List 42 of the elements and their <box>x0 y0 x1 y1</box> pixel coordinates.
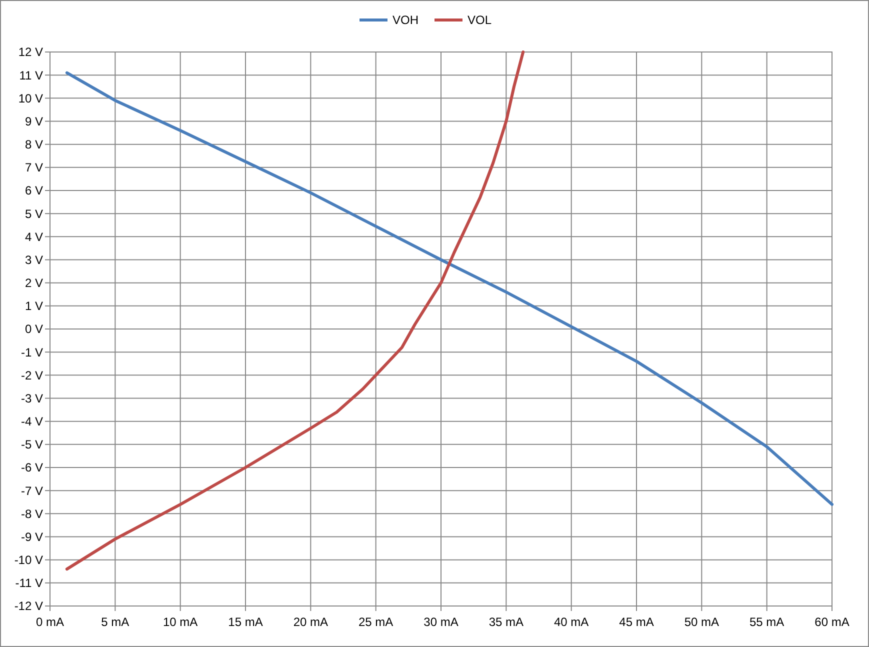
x-tick-label: 40 mA <box>554 615 589 629</box>
x-tick-label: 50 mA <box>684 615 720 629</box>
y-tick-label: -3 V <box>20 391 43 406</box>
y-tick-label: -6 V <box>20 460 43 475</box>
y-tick-label: 11 V <box>19 68 43 82</box>
y-tick-label: -1 V <box>20 345 43 360</box>
y-tick-label: -12 V <box>14 599 43 614</box>
y-tick-label: 2 V <box>24 276 43 290</box>
x-tick-label: 0 mA <box>36 615 64 629</box>
y-tick-label: 9 V <box>24 114 43 128</box>
y-tick-label: -4 V <box>20 414 43 429</box>
y-tick-label: -10 V <box>14 553 43 568</box>
y-tick-label: 5 V <box>24 206 43 221</box>
y-tick-label: -8 V <box>20 506 43 521</box>
y-tick-label: -7 V <box>20 484 43 498</box>
y-tick-label: -9 V <box>20 530 43 544</box>
x-tick-label: 35 mA <box>488 615 524 629</box>
y-tick-label: 4 V <box>24 230 43 244</box>
y-tick-label: 12 V <box>18 45 43 60</box>
line-series <box>65 50 525 571</box>
y-tick-label: -2 V <box>20 368 43 382</box>
line-series <box>65 71 834 506</box>
x-tick-label: 5 mA <box>101 615 130 629</box>
x-tick-label: 20 mA <box>293 615 328 629</box>
x-tick-label: 45 mA <box>619 615 654 629</box>
x-tick-label: 10 mA <box>162 615 198 629</box>
legend-label: VOH <box>392 13 419 28</box>
y-tick-label: 1 V <box>24 299 43 314</box>
y-tick-label: 7 V <box>24 160 43 175</box>
x-tick-label: 25 mA <box>358 615 394 629</box>
y-tick-label: 6 V <box>24 184 43 198</box>
y-tick-label: 0 V <box>24 322 43 336</box>
x-tick-label: 30 mA <box>424 615 458 629</box>
y-tick-label: 10 V <box>18 91 43 106</box>
y-tick-label: 8 V <box>24 138 43 152</box>
legend-label: VOL <box>468 13 492 28</box>
y-tick-label: -5 V <box>20 438 43 452</box>
y-tick-label: 3 V <box>24 252 43 267</box>
x-tick-label: 60 mA <box>814 615 850 629</box>
x-tick-label: 55 mA <box>749 615 784 629</box>
y-tick-label: -11 V <box>15 576 43 590</box>
x-tick-label: 15 mA <box>228 615 263 629</box>
